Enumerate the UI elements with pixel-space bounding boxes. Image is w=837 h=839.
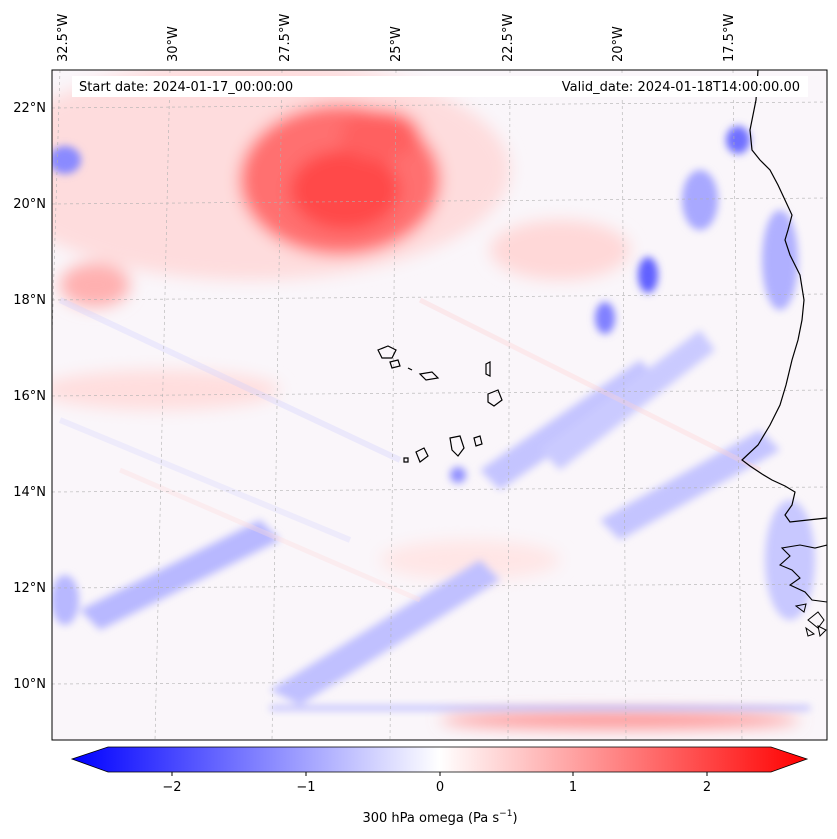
lat-label-18n: 18°N <box>13 293 46 308</box>
africa-coastline-south <box>778 544 827 603</box>
coastal-islands <box>794 603 827 638</box>
colorbar-tick-label: −1 <box>296 780 315 795</box>
colorbar-tick-label: −2 <box>162 780 181 795</box>
map-frame <box>51 69 828 741</box>
lat-label-12n: 12°N <box>13 581 46 596</box>
lon-label-20w: 20°W <box>611 26 626 62</box>
gridlines <box>52 70 827 740</box>
latitude-labels: 22°N 20°N 18°N 16°N 14°N 12°N 10°N <box>13 101 46 692</box>
colorbar-label-prefix: 300 hPa omega (Pa s <box>362 811 499 826</box>
info-bar <box>72 76 808 97</box>
colorbar-label-suffix: ) <box>512 811 517 826</box>
colorbar: −2 −1 0 1 2 300 hPa omega (Pa s−1) <box>70 746 809 826</box>
lat-label-16n: 16°N <box>13 389 46 404</box>
field-streaks <box>58 297 762 603</box>
cape-verde-islands <box>377 345 503 463</box>
lon-label-17-5w: 17.5°W <box>722 14 737 62</box>
start-date-label: Start date: 2024-01-17_00:00:00 <box>79 80 293 95</box>
valid-date-label: Valid_date: 2024-01-18T14:00:00.00 <box>562 80 800 95</box>
lon-label-30w: 30°W <box>166 26 181 62</box>
colorbar-tick-label: 1 <box>569 780 577 795</box>
colorbar-label-exponent: −1 <box>499 809 512 819</box>
lat-label-14n: 14°N <box>13 485 46 500</box>
lat-label-20n: 20°N <box>13 197 46 212</box>
colorbar-tick-label: 2 <box>703 780 711 795</box>
lon-label-27-5w: 27.5°W <box>278 14 293 62</box>
colorbar-tick-label: 0 <box>436 780 444 795</box>
longitude-labels: 32.5°W 30°W 27.5°W 25°W 22.5°W 20°W 17.5… <box>56 14 737 62</box>
lat-label-22n: 22°N <box>13 101 46 116</box>
lat-label-10n: 10°N <box>13 677 46 692</box>
africa-coastline <box>741 70 827 523</box>
lon-label-32-5w: 32.5°W <box>56 14 71 62</box>
lon-label-22-5w: 22.5°W <box>501 14 516 62</box>
negative-regions <box>52 126 815 710</box>
colorbar-label: 300 hPa omega (Pa s−1) <box>362 809 517 826</box>
omega-field <box>52 70 827 740</box>
colorbar-body <box>70 746 809 773</box>
lon-label-25w: 25°W <box>389 26 404 62</box>
